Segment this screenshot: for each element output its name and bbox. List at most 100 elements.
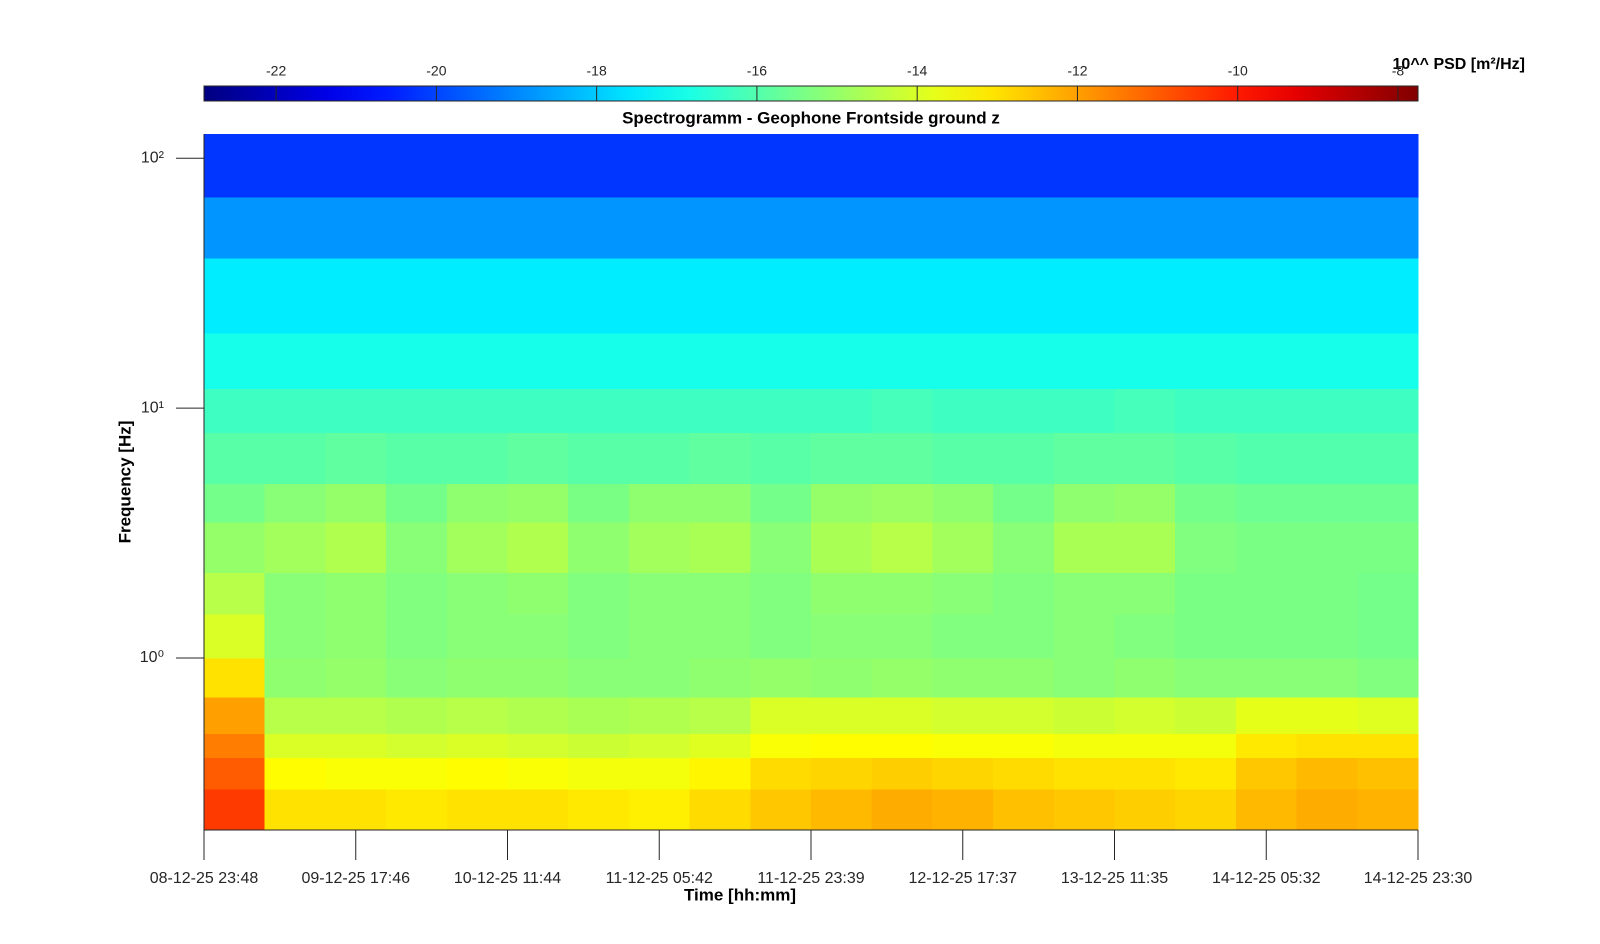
heatmap-cell [446,196,509,259]
heatmap-cell [932,332,994,389]
heatmap-cell [386,257,448,334]
heatmap-cell [689,696,751,734]
heatmap-cell [993,483,1055,523]
heatmap-cell [993,134,1055,198]
heatmap-cell [750,733,812,759]
heatmap-cell [1175,134,1237,198]
heatmap-cell [507,257,569,334]
x-tick-label: 08-12-25 23:48 [150,870,259,887]
heatmap-cell [264,757,326,790]
heatmap-cell [386,658,448,698]
heatmap-cell [264,658,326,698]
heatmap-cell [1175,696,1237,734]
heatmap-cell [689,483,751,523]
heatmap-cell [932,388,994,433]
colorbar [203,85,1419,102]
heatmap-cell [325,788,387,831]
x-tick-label: 11-12-25 23:39 [757,870,864,887]
heatmap-cell [204,432,266,484]
heatmap-cell [1296,572,1358,615]
heatmap-cell [204,658,266,698]
heatmap-cell [1296,257,1358,334]
heatmap-cell [325,522,387,574]
heatmap-cell [932,788,994,831]
heatmap-cell [750,388,812,433]
heatmap-cell [325,134,387,198]
heatmap-cell [264,134,326,198]
heatmap-cell [204,196,266,259]
x-tick-label: 13-12-25 11:35 [1061,870,1168,887]
heatmap-cell [446,696,509,734]
heatmap-cell [1053,522,1116,574]
heatmap-cell [446,388,509,433]
heatmap-cell [993,614,1055,659]
heatmap-cell [1235,388,1298,433]
heatmap-cell [204,757,266,790]
heatmap-cell [811,572,873,615]
heatmap-cell [1235,196,1298,259]
heatmap-cell [204,614,266,659]
heatmap-cell [871,696,933,734]
heatmap-cell [628,788,691,831]
heatmap-cell [811,332,873,389]
heatmap-cell [1357,788,1419,831]
heatmap-cell [932,658,994,698]
heatmap-cell [871,388,933,433]
heatmap-cell [871,257,933,334]
heatmap-cell [628,432,691,484]
heatmap-cell [204,696,266,734]
heatmap-cell [325,658,387,698]
heatmap-cell [932,196,994,259]
colorbar-label: 10^^ PSD [m²/Hz] [1393,56,1525,73]
heatmap-cell [932,522,994,574]
heatmap-cell [568,696,630,734]
heatmap-cell [993,788,1055,831]
heatmap-cell [1296,388,1358,433]
y-axis-label: Frequency [Hz] [115,421,134,544]
heatmap-cell [386,432,448,484]
heatmap-cell [871,572,933,615]
heatmap-cell [1053,332,1116,389]
heatmap-cell [1357,332,1419,389]
heatmap-cell [993,432,1055,484]
heatmap-cell [932,614,994,659]
heatmap-cell [446,757,509,790]
heatmap-cell [689,733,751,759]
heatmap-cell [507,788,569,831]
heatmap-cell [1296,522,1358,574]
heatmap-cell [568,757,630,790]
heatmap-cell [1114,432,1176,484]
heatmap-cell [1296,696,1358,734]
heatmap-cell [1053,757,1116,790]
heatmap-cell [386,572,448,615]
heatmap-cell [993,658,1055,698]
heatmap-cell [1053,388,1116,433]
heatmap-cell [204,788,266,831]
heatmap-cell [811,483,873,523]
heatmap-cell [1296,788,1358,831]
heatmap-cell [1357,522,1419,574]
heatmap-cell [750,757,812,790]
colorbar-tick-label: -16 [747,63,767,79]
heatmap-cell [628,733,691,759]
heatmap-cell [811,614,873,659]
heatmap-cell [325,614,387,659]
heatmap-cell [1235,733,1298,759]
heatmap-cell [1114,733,1176,759]
heatmap-cell [386,483,448,523]
heatmap-cell [1296,614,1358,659]
y-tick-label: 10² [141,149,165,166]
heatmap-cell [993,196,1055,259]
heatmap-cell [932,432,994,484]
heatmap-cell [507,522,569,574]
heatmap-cell [871,483,933,523]
heatmap-cell [871,614,933,659]
heatmap-cell [1114,788,1176,831]
heatmap-cell [689,196,751,259]
heatmap-cell [1114,658,1176,698]
y-tick-label: 10⁰ [140,649,164,666]
heatmap-cell [1053,432,1116,484]
heatmap-cell [507,432,569,484]
heatmap-cell [446,134,509,198]
heatmap-cell [1114,522,1176,574]
